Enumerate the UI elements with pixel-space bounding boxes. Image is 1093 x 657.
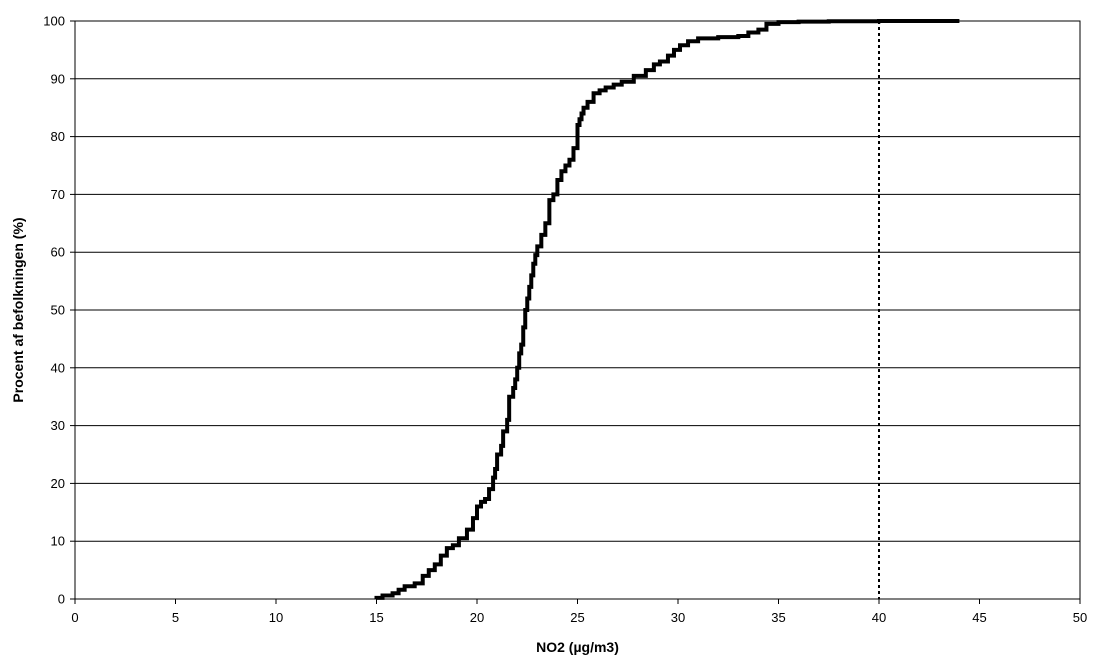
y-axis-title: Procent af befolkningen (%) bbox=[10, 217, 26, 402]
y-tick-label-100: 100 bbox=[43, 14, 65, 29]
x-axis-title: NO2 (µg/m3) bbox=[536, 639, 619, 655]
x-tick-label-30: 30 bbox=[671, 610, 685, 625]
y-tick-label-90: 90 bbox=[51, 71, 65, 86]
axes bbox=[70, 20, 1081, 604]
gridlines bbox=[75, 20, 1080, 600]
x-tick-label-5: 5 bbox=[172, 610, 179, 625]
x-tick-label-45: 45 bbox=[972, 610, 986, 625]
y-tick-label-0: 0 bbox=[58, 592, 65, 607]
y-tick-label-80: 80 bbox=[51, 129, 65, 144]
y-tick-label-70: 70 bbox=[51, 187, 65, 202]
x-tick-label-15: 15 bbox=[369, 610, 383, 625]
y-tick-label-40: 40 bbox=[51, 360, 65, 375]
x-tick-label-35: 35 bbox=[771, 610, 785, 625]
x-tick-label-0: 0 bbox=[71, 610, 78, 625]
y-tick-label-60: 60 bbox=[51, 245, 65, 260]
y-tick-label-10: 10 bbox=[51, 534, 65, 549]
x-tick-label-50: 50 bbox=[1073, 610, 1087, 625]
x-tick-label-25: 25 bbox=[570, 610, 584, 625]
tick-labels: 0 5 10 15 20 25 30 35 40 45 50 0 10 20 30 40 50 60 70 80 90 1… bbox=[43, 14, 1087, 626]
x-tick-label-40: 40 bbox=[872, 610, 886, 625]
cumulative-series-line bbox=[374, 19, 960, 600]
y-tick-label-20: 20 bbox=[51, 476, 65, 491]
y-tick-label-50: 50 bbox=[51, 303, 65, 318]
x-tick-label-20: 20 bbox=[470, 610, 484, 625]
x-tick-label-10: 10 bbox=[269, 610, 283, 625]
y-tick-label-30: 30 bbox=[51, 418, 65, 433]
